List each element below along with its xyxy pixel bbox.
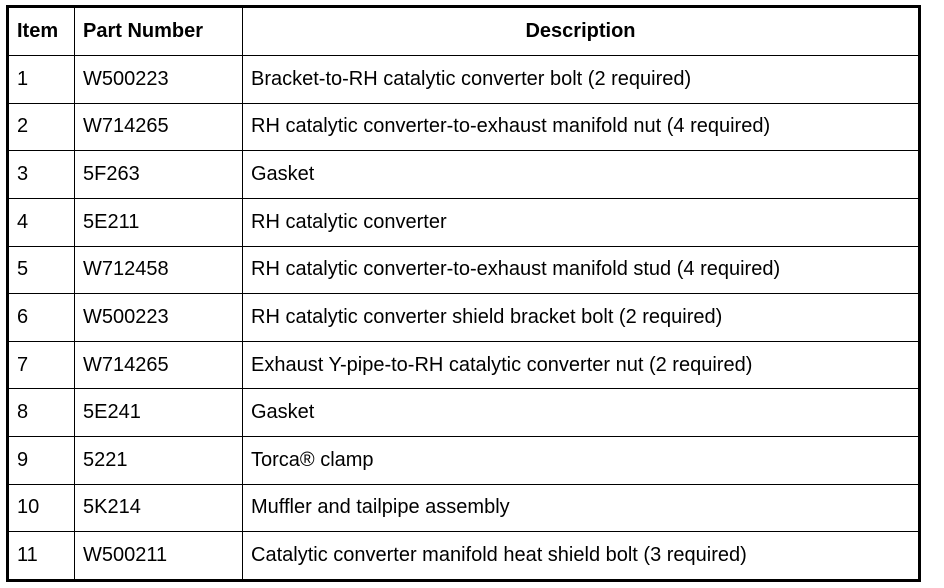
description-cell: RH catalytic converter-to-exhaust manifo… xyxy=(242,245,920,295)
description-cell: RH catalytic converter xyxy=(242,197,920,247)
table-row: 1 W500223 Bracket-to-RH catalytic converte… xyxy=(7,55,920,104)
description-cell: RH catalytic converter shield bracket bo… xyxy=(242,293,920,342)
item-cell: 5 xyxy=(7,245,75,295)
header-part-number: Part Number xyxy=(74,6,243,56)
part-number-cell: 5221 xyxy=(74,436,243,485)
description-cell: RH catalytic converter-to-exhaust manifo… xyxy=(242,102,920,152)
table-row: 10 5K214 Muffler and tailpipe assembly xyxy=(7,483,920,533)
part-number-cell: 5F263 xyxy=(74,150,243,199)
table-row: 8 5E241 Gasket xyxy=(7,388,920,437)
table-row: 7 W714265 Exhaust Y-pipe-to-RH catalytic c… xyxy=(7,340,920,390)
item-cell: 10 xyxy=(7,483,75,533)
header-item: Item xyxy=(7,6,75,56)
part-number-cell: W714265 xyxy=(74,102,243,152)
part-number-cell: W500211 xyxy=(74,531,243,581)
part-number-cell: 5E241 xyxy=(74,388,243,437)
header-row: Item Part Number Description xyxy=(7,6,920,56)
item-cell: 9 xyxy=(7,436,75,485)
table-row: 6 W500223 RH catalytic converter shield br… xyxy=(7,293,920,342)
table-row: 5 W712458 RH catalytic converter-to-exhaus… xyxy=(7,245,920,295)
item-cell: 4 xyxy=(7,197,75,247)
header-description: Description xyxy=(242,6,920,56)
item-cell: 7 xyxy=(7,340,75,390)
item-cell: 2 xyxy=(7,102,75,152)
part-number-cell: W714265 xyxy=(74,340,243,390)
item-cell: 11 xyxy=(7,531,75,581)
part-number-cell: W500223 xyxy=(74,55,243,104)
description-cell: Torca® clamp xyxy=(242,436,920,485)
part-number-cell: W500223 xyxy=(74,293,243,342)
description-cell: Exhaust Y-pipe-to-RH catalytic converter… xyxy=(242,340,920,390)
item-cell: 6 xyxy=(7,293,75,342)
item-cell: 1 xyxy=(7,55,75,104)
table-row: 9 5221 Torca® clamp xyxy=(7,436,920,485)
description-cell: Gasket xyxy=(242,388,920,437)
description-cell: Catalytic converter manifold heat shield… xyxy=(242,531,920,581)
table-row: 2 W714265 RH catalytic converter-to-exhaus… xyxy=(7,102,920,152)
table-row: 4 5E211 RH catalytic converter xyxy=(7,197,920,247)
part-number-cell: 5E211 xyxy=(74,197,243,247)
item-cell: 3 xyxy=(7,150,75,199)
description-cell: Gasket xyxy=(242,150,920,199)
description-cell: Bracket-to-RH catalytic converter bolt (… xyxy=(242,55,920,104)
part-number-cell: W712458 xyxy=(74,245,243,295)
description-cell: Muffler and tailpipe assembly xyxy=(242,483,920,533)
table-row: 11 W500211 Catalytic converter manifold he… xyxy=(7,531,920,581)
table-row: 3 5F263 Gasket xyxy=(7,150,920,199)
item-cell: 8 xyxy=(7,388,75,437)
part-number-cell: 5K214 xyxy=(74,483,243,533)
parts-table: Item Part Number Description 1 W500223 Bra… xyxy=(6,5,921,582)
